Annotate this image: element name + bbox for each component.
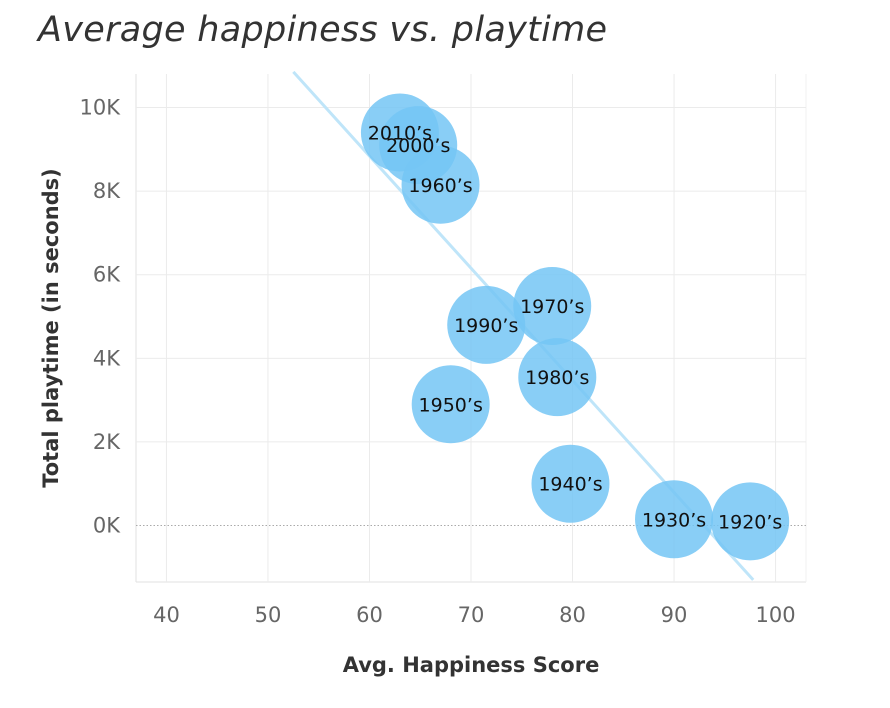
point-label: 1980’s — [525, 367, 589, 389]
points-layer — [360, 93, 790, 561]
x-tick-label: 70 — [458, 603, 485, 627]
data-point — [518, 338, 597, 417]
x-tick-label: 40 — [153, 603, 180, 627]
point-label: 1940’s — [538, 474, 602, 496]
data-point — [635, 480, 714, 559]
point-label: 1960’s — [408, 175, 472, 197]
y-axis-title: Total playtime (in seconds) — [39, 168, 63, 488]
x-tick-label: 60 — [356, 603, 383, 627]
y-tick-label: 10K — [80, 95, 122, 119]
point-label: 2000’s — [386, 135, 450, 157]
y-tick-label: 2K — [93, 430, 121, 454]
x-axis-title: Avg. Happiness Score — [343, 653, 600, 677]
point-label: 1970’s — [520, 296, 584, 318]
data-point — [711, 482, 790, 561]
point-label: 1990’s — [454, 315, 518, 337]
point-label: 1920’s — [718, 511, 782, 533]
y-tick-label: 8K — [93, 179, 121, 203]
y-tick-label: 0K — [93, 514, 121, 538]
data-point — [531, 444, 610, 523]
x-tick-label: 90 — [661, 603, 688, 627]
y-tick-label: 4K — [93, 346, 121, 370]
point-label: 1930’s — [642, 509, 706, 531]
data-point — [411, 365, 490, 444]
axis-ticks: 40 50 60 70 80 90 100 0K 2K 4K 6K 8K 10K — [80, 95, 796, 627]
point-label: 2010’s — [368, 123, 432, 145]
data-point — [513, 267, 592, 346]
chart-title: Average happiness vs. playtime — [38, 10, 608, 50]
x-tick-label: 50 — [255, 603, 282, 627]
x-tick-label: 100 — [755, 603, 795, 627]
data-point — [401, 145, 480, 224]
data-point — [447, 285, 526, 364]
y-tick-label: 6K — [93, 263, 121, 287]
point-label: 1950’s — [419, 394, 483, 416]
x-tick-label: 80 — [559, 603, 586, 627]
